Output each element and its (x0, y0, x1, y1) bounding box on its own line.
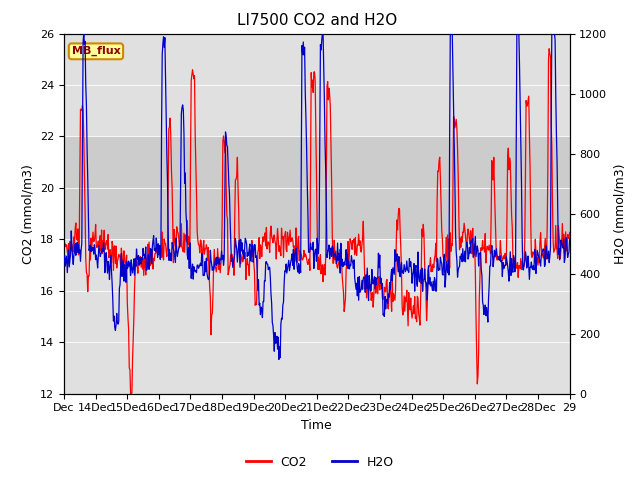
Bar (64, 136, 570, 240)
X-axis label: Time: Time (301, 419, 332, 432)
Y-axis label: H2O (mmol/m3): H2O (mmol/m3) (613, 163, 626, 264)
Y-axis label: CO2 (mmol/m3): CO2 (mmol/m3) (22, 164, 35, 264)
Title: LI7500 CO2 and H2O: LI7500 CO2 and H2O (237, 13, 397, 28)
Legend: CO2, H2O: CO2, H2O (241, 451, 399, 474)
Text: MB_flux: MB_flux (72, 46, 120, 57)
